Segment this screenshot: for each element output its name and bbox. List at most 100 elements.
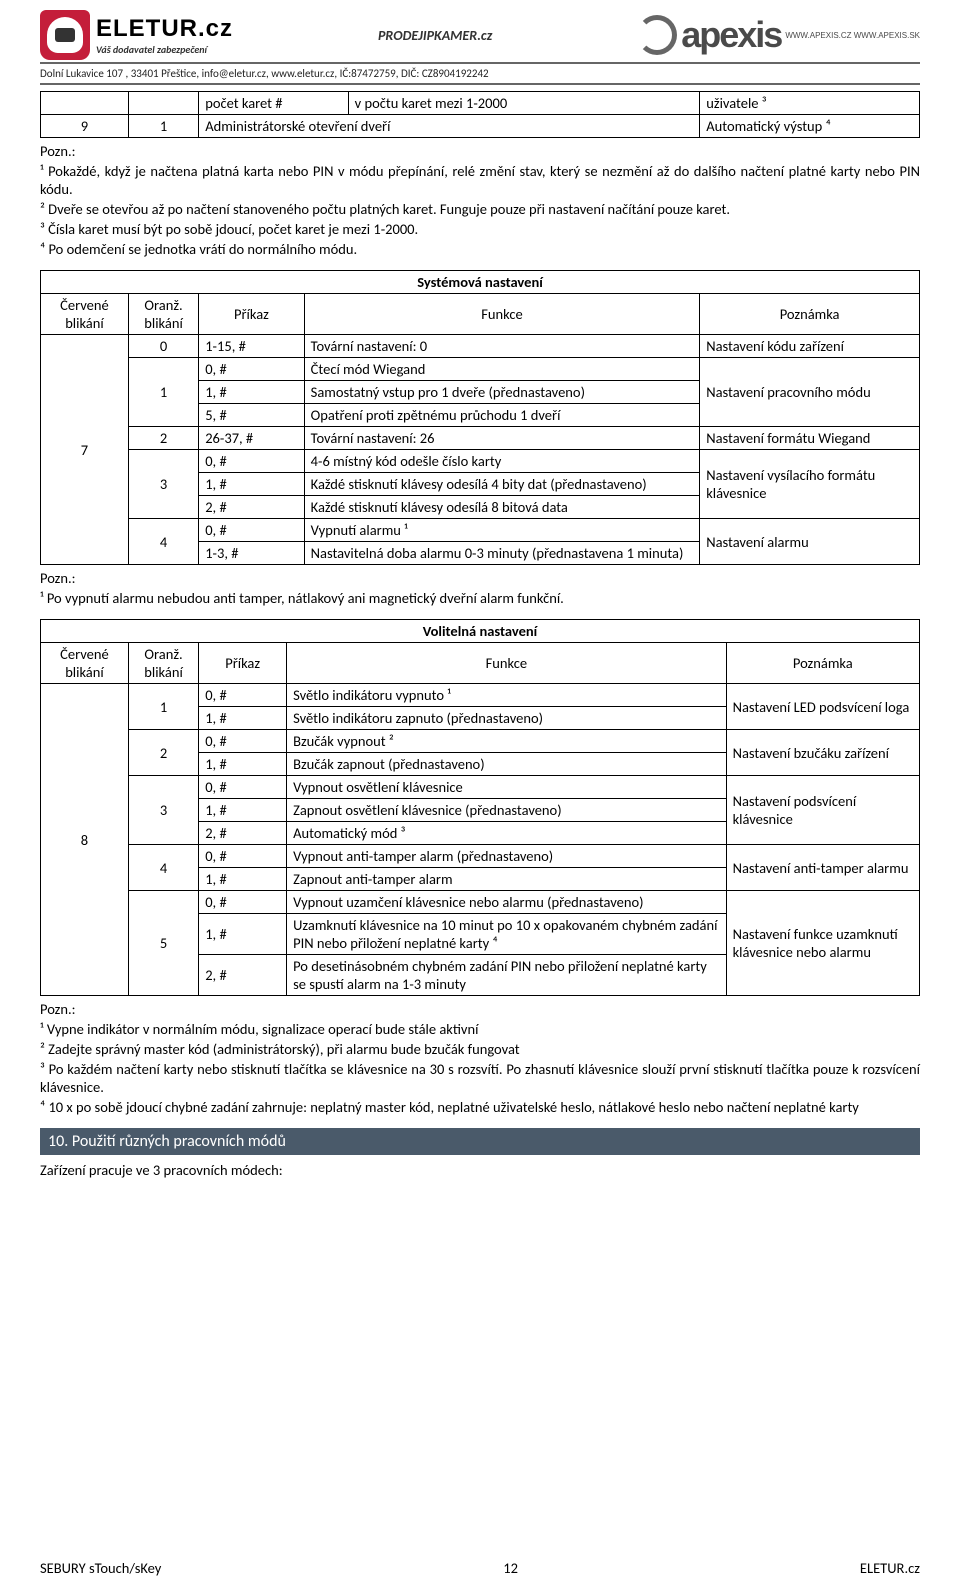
footer-left: SEBURY sTouch/sKey bbox=[40, 1559, 161, 1577]
table-row: 7 0 1-15, # Tovární nastavení: 0 Nastave… bbox=[41, 335, 920, 358]
note-text: ³ Po každém načtení karty nebo stisknutí… bbox=[40, 1060, 920, 1096]
cell: 1, # bbox=[199, 753, 287, 776]
cell: Vypnout osvětlení klávesnice bbox=[287, 776, 727, 799]
cell: 0 bbox=[128, 335, 198, 358]
table-row: Systémová nastavení bbox=[41, 271, 920, 294]
cell: 1-15, # bbox=[199, 335, 304, 358]
eletur-logo: ELETUR.cz Váš dodavatel zabezpečení bbox=[40, 10, 233, 60]
table-row: 9 1 Administrátorské otevření dveří Auto… bbox=[41, 115, 920, 138]
cell: 1-3, # bbox=[199, 542, 304, 565]
top-table: počet karet # v počtu karet mezi 1-2000 … bbox=[40, 91, 920, 138]
cell: 1 bbox=[128, 358, 198, 427]
cell: Nastavení anti-tamper alarmu bbox=[726, 845, 919, 891]
cell: Každé stisknutí klávesy odesílá 4 bity d… bbox=[304, 473, 700, 496]
cell: 5 bbox=[128, 891, 198, 996]
cell: 0, # bbox=[199, 776, 287, 799]
optional-settings-table: Volitelná nastavení Červené blikání Oran… bbox=[40, 619, 920, 996]
page-footer: SEBURY sTouch/sKey 12 ELETUR.cz bbox=[40, 1559, 920, 1577]
cell: 0, # bbox=[199, 450, 304, 473]
cell: počet karet # bbox=[199, 92, 348, 115]
cell: 9 bbox=[41, 115, 129, 138]
cell: Tovární nastavení: 0 bbox=[304, 335, 700, 358]
cell: Bzučák zapnout (přednastaveno) bbox=[287, 753, 727, 776]
pozn-label: Pozn.: bbox=[40, 1000, 920, 1018]
cell: Nastavení alarmu bbox=[700, 519, 920, 565]
notes-block-3: Pozn.: ¹ Vypne indikátor v normálním mód… bbox=[40, 1000, 920, 1116]
pozn-label: Pozn.: bbox=[40, 569, 920, 587]
notes-block-1: Pozn.: ¹ Pokaždé, když je načtena platná… bbox=[40, 142, 920, 258]
col-header: Příkaz bbox=[199, 643, 287, 684]
cell: Opatření proti zpětnému průchodu 1 dveří bbox=[304, 404, 700, 427]
cell: 3 bbox=[128, 776, 198, 845]
cell: Uzamknutí klávesnice na 10 minut po 10 x… bbox=[287, 914, 727, 955]
table-row: 2 26-37, # Tovární nastavení: 26 Nastave… bbox=[41, 427, 920, 450]
cell: 5, # bbox=[199, 404, 304, 427]
note-text: ³ Čísla karet musí být po sobě jdoucí, p… bbox=[40, 220, 920, 238]
table-row: 1 0, # Čtecí mód Wiegand Nastavení praco… bbox=[41, 358, 920, 381]
table-row: 3 0, # Vypnout osvětlení klávesnice Nast… bbox=[41, 776, 920, 799]
cell: 2 bbox=[128, 730, 198, 776]
col-header: Červené blikání bbox=[41, 643, 129, 684]
apexis-text: apexis bbox=[681, 14, 781, 56]
cell: 1, # bbox=[199, 381, 304, 404]
col-header: Červené blikání bbox=[41, 294, 129, 335]
cell: 1 bbox=[128, 115, 198, 138]
cell: Vypnout uzamčení klávesnice nebo alarmu … bbox=[287, 891, 727, 914]
cell: Nastavení pracovního módu bbox=[700, 358, 920, 427]
cell: 1, # bbox=[199, 707, 287, 730]
cell: Tovární nastavení: 26 bbox=[304, 427, 700, 450]
footer-page: 12 bbox=[503, 1559, 518, 1577]
table-row: 4 0, # Vypnutí alarmu ¹ Nastavení alarmu bbox=[41, 519, 920, 542]
apexis-sub: WWW.APEXIS.CZ WWW.APEXIS.SK bbox=[785, 31, 920, 40]
table-row: 3 0, # 4-6 místný kód odešle číslo karty… bbox=[41, 450, 920, 473]
cell: 0, # bbox=[199, 684, 287, 707]
cell: Zapnout osvětlení klávesnice (přednastav… bbox=[287, 799, 727, 822]
table-row: Červené blikání Oranž. blikání Příkaz Fu… bbox=[41, 643, 920, 684]
note-text: ² Zadejte správný master kód (administrá… bbox=[40, 1040, 920, 1058]
section-10-title: 10. Použití různých pracovních módů bbox=[40, 1128, 920, 1155]
col-header: Funkce bbox=[287, 643, 727, 684]
pozn-label: Pozn.: bbox=[40, 142, 920, 160]
intro-text: Zařízení pracuje ve 3 pracovních módech: bbox=[40, 1161, 920, 1179]
col-header: Poznámka bbox=[700, 294, 920, 335]
cell: Každé stisknutí klávesy odesílá 8 bitová… bbox=[304, 496, 700, 519]
cell: 4-6 místný kód odešle číslo karty bbox=[304, 450, 700, 473]
table-row: 8 1 0, # Světlo indikátoru vypnuto ¹ Nas… bbox=[41, 684, 920, 707]
address-line: Dolní Lukavice 107 , 33401 Přeštice, inf… bbox=[40, 62, 920, 85]
col-header: Poznámka bbox=[726, 643, 919, 684]
cell: 26-37, # bbox=[199, 427, 304, 450]
shield-icon bbox=[40, 10, 90, 60]
note-text: ¹ Pokaždé, když je načtena platná karta … bbox=[40, 162, 920, 198]
cell: Nastavení formátu Wiegand bbox=[700, 427, 920, 450]
cell: Světlo indikátoru vypnuto ¹ bbox=[287, 684, 727, 707]
prodej-text: PRODEJIPKAMER.cz bbox=[378, 27, 492, 44]
cell: Nastavení podsvícení klávesnice bbox=[726, 776, 919, 845]
table-row: 4 0, # Vypnout anti-tamper alarm (předna… bbox=[41, 845, 920, 868]
cell: 2, # bbox=[199, 822, 287, 845]
cell: 2, # bbox=[199, 955, 287, 996]
notes-block-2: Pozn.: ¹ Po vypnutí alarmu nebudou anti … bbox=[40, 569, 920, 607]
cell: uživatele ³ bbox=[700, 92, 920, 115]
table-row: Volitelná nastavení bbox=[41, 620, 920, 643]
cell: 0, # bbox=[199, 845, 287, 868]
cell: Bzučák vypnout ² bbox=[287, 730, 727, 753]
apexis-icon bbox=[637, 15, 677, 55]
cell: 0, # bbox=[199, 730, 287, 753]
eletur-tagline: Váš dodavatel zabezpečení bbox=[96, 43, 233, 56]
table-row: 2 0, # Bzučák vypnout ² Nastavení bzučák… bbox=[41, 730, 920, 753]
col-header: Příkaz bbox=[199, 294, 304, 335]
cell: 7 bbox=[41, 335, 129, 565]
cell: 1, # bbox=[199, 473, 304, 496]
note-text: ⁴ Po odemčení se jednotka vrátí do normá… bbox=[40, 240, 920, 258]
cell: Nastavení kódu zařízení bbox=[700, 335, 920, 358]
cell: 0, # bbox=[199, 519, 304, 542]
cell: Světlo indikátoru zapnuto (přednastaveno… bbox=[287, 707, 727, 730]
cell: 2, # bbox=[199, 496, 304, 519]
cell: 3 bbox=[128, 450, 198, 519]
table-title: Volitelná nastavení bbox=[41, 620, 920, 643]
cell: 4 bbox=[128, 519, 198, 565]
cell: Zapnout anti-tamper alarm bbox=[287, 868, 727, 891]
cell: Po desetinásobném chybném zadání PIN neb… bbox=[287, 955, 727, 996]
cell: Nastavení LED podsvícení loga bbox=[726, 684, 919, 730]
eletur-name: ELETUR.cz bbox=[96, 15, 233, 43]
